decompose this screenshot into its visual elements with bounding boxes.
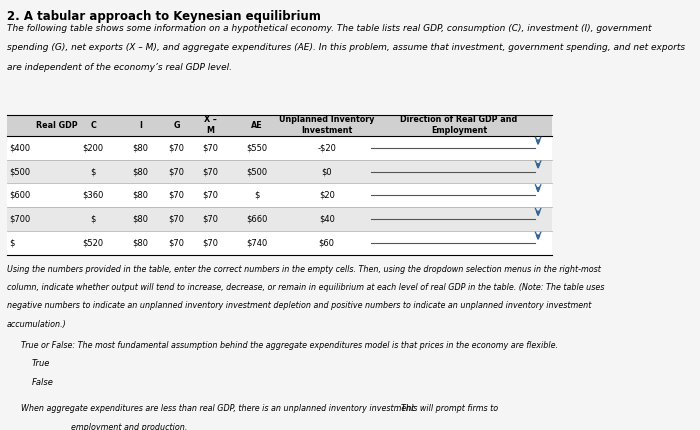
FancyBboxPatch shape — [7, 160, 552, 184]
Text: Real GDP: Real GDP — [36, 121, 78, 130]
FancyBboxPatch shape — [7, 114, 552, 136]
Polygon shape — [536, 235, 540, 240]
Text: When aggregate expenditures are less than real GDP, there is an unplanned invent: When aggregate expenditures are less tha… — [21, 404, 414, 413]
Text: accumulation.): accumulation.) — [7, 319, 66, 329]
Text: $500: $500 — [10, 167, 31, 176]
Text: False: False — [32, 378, 54, 387]
Text: AE: AE — [251, 121, 263, 130]
Text: $70: $70 — [202, 167, 218, 176]
FancyBboxPatch shape — [7, 231, 552, 255]
Text: $70: $70 — [169, 143, 185, 152]
Polygon shape — [536, 140, 540, 144]
Text: $740: $740 — [246, 238, 268, 247]
Text: $70: $70 — [169, 238, 185, 247]
Text: $70: $70 — [169, 191, 185, 200]
Text: Unplanned Inventory
Investment: Unplanned Inventory Investment — [279, 116, 374, 135]
Text: $360: $360 — [83, 191, 104, 200]
Text: True or False: The most fundamental assumption behind the aggregate expenditures: True or False: The most fundamental assu… — [21, 341, 558, 350]
Text: Direction of Real GDP and
Employment: Direction of Real GDP and Employment — [400, 116, 517, 135]
Polygon shape — [64, 426, 67, 430]
Text: $60: $60 — [318, 238, 335, 247]
Text: column, indicate whether output will tend to increase, decrease, or remain in eq: column, indicate whether output will ten… — [7, 283, 604, 292]
Text: $0: $0 — [321, 167, 332, 176]
Text: $: $ — [255, 191, 260, 200]
Polygon shape — [536, 187, 540, 192]
Text: C: C — [90, 121, 96, 130]
Polygon shape — [389, 405, 393, 409]
Text: $: $ — [90, 167, 96, 176]
Text: employment and production.: employment and production. — [71, 424, 188, 430]
Text: $70: $70 — [169, 215, 185, 224]
Text: $: $ — [90, 215, 96, 224]
Text: $80: $80 — [132, 143, 148, 152]
Text: $550: $550 — [246, 143, 268, 152]
Text: $80: $80 — [132, 215, 148, 224]
Text: . This will prompt firms to: . This will prompt firms to — [396, 404, 498, 413]
Text: $600: $600 — [10, 191, 31, 200]
Text: $70: $70 — [202, 191, 218, 200]
Text: $200: $200 — [83, 143, 104, 152]
Text: G: G — [174, 121, 180, 130]
Text: The following table shows some information on a hypothetical economy. The table : The following table shows some informati… — [7, 24, 652, 33]
Text: 2. A tabular approach to Keynesian equilibrium: 2. A tabular approach to Keynesian equil… — [7, 10, 321, 23]
Text: -$20: -$20 — [317, 143, 336, 152]
Text: negative numbers to indicate an unplanned inventory investment depletion and pos: negative numbers to indicate an unplanne… — [7, 301, 592, 310]
Text: I: I — [139, 121, 142, 130]
Text: $80: $80 — [132, 191, 148, 200]
Text: $500: $500 — [246, 167, 268, 176]
Text: True: True — [32, 359, 50, 368]
Text: $400: $400 — [10, 143, 31, 152]
Text: $70: $70 — [169, 167, 185, 176]
Text: $70: $70 — [202, 143, 218, 152]
FancyBboxPatch shape — [7, 184, 552, 207]
FancyBboxPatch shape — [7, 207, 552, 231]
Text: $80: $80 — [132, 167, 148, 176]
Text: $80: $80 — [132, 238, 148, 247]
Text: are independent of the economy’s real GDP level.: are independent of the economy’s real GD… — [7, 62, 232, 71]
Text: $700: $700 — [10, 215, 31, 224]
FancyBboxPatch shape — [7, 136, 552, 160]
Text: X –
M: X – M — [204, 116, 216, 135]
Text: spending (G), net exports (X – M), and aggregate expenditures (AE). In this prob: spending (G), net exports (X – M), and a… — [7, 43, 685, 52]
Text: $660: $660 — [246, 215, 268, 224]
Text: $40: $40 — [318, 215, 335, 224]
Text: Using the numbers provided in the table, enter the correct numbers in the empty : Using the numbers provided in the table,… — [7, 265, 601, 274]
Text: $70: $70 — [202, 215, 218, 224]
Text: $: $ — [10, 238, 15, 247]
Text: $520: $520 — [83, 238, 104, 247]
Polygon shape — [536, 164, 540, 168]
Text: $70: $70 — [202, 238, 218, 247]
Text: $20: $20 — [318, 191, 335, 200]
Polygon shape — [536, 212, 540, 215]
